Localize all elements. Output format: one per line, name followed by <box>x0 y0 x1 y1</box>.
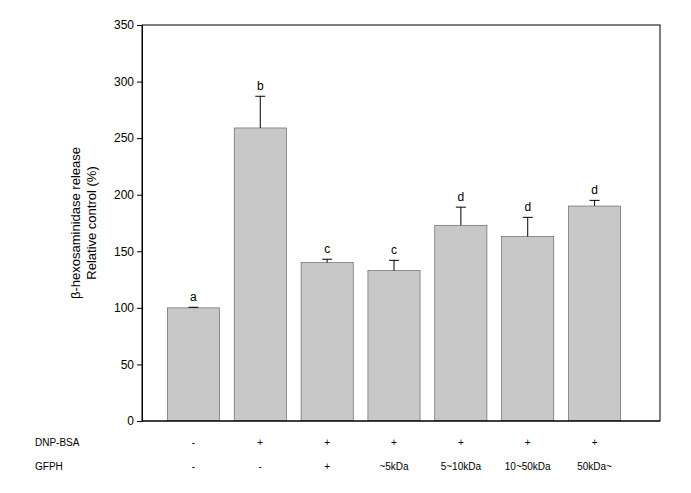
error-line <box>327 259 328 262</box>
bar <box>234 128 286 421</box>
error-line <box>394 260 395 270</box>
treatment-label: + <box>391 437 397 448</box>
tick-label: 300 <box>114 75 134 89</box>
treatment-label: + <box>592 437 598 448</box>
error-bar <box>188 307 198 309</box>
tick: 50 <box>121 358 142 372</box>
error-bar <box>523 217 533 236</box>
treatment-label: - <box>192 461 195 472</box>
tick-mark <box>137 421 142 422</box>
tick-mark <box>137 25 142 26</box>
bar <box>435 225 487 421</box>
error-cap <box>590 200 600 201</box>
tick: 250 <box>114 131 142 145</box>
treatment-label: - <box>259 461 262 472</box>
treatment-label: + <box>257 437 263 448</box>
tick-label: 0 <box>127 414 134 428</box>
axis-line <box>137 26 143 422</box>
error-line <box>260 96 261 128</box>
y-axis-title-line: Relative control (%) <box>84 166 99 279</box>
tick-mark <box>137 138 142 139</box>
treatment-table: DNP-BSA - + + + + + + GFPH - - + ~5kDa 5~10kDa 10~50kD… <box>35 437 612 472</box>
error-cap <box>456 207 466 208</box>
error-bar <box>590 200 600 206</box>
y-axis-title-line: β-hexosaminidase release <box>68 147 83 299</box>
tick-label: 150 <box>114 245 134 259</box>
tick-label: 250 <box>114 131 134 145</box>
tick: 300 <box>114 75 142 89</box>
error-line <box>460 207 461 225</box>
error-cap <box>255 96 265 97</box>
error-bar <box>255 96 265 128</box>
row-label: GFPH <box>35 461 63 472</box>
error-line <box>527 217 528 236</box>
tick-mark <box>137 251 142 252</box>
significance-letter: d <box>458 190 465 204</box>
y-axis: 0 50 100 150 200 250 300 350 <box>114 18 143 428</box>
axis-line <box>142 421 660 422</box>
bar <box>368 271 420 421</box>
tick-mark <box>137 364 142 365</box>
treatment-label: 50kDa~ <box>577 461 612 472</box>
plot-frame <box>142 25 660 421</box>
treatment-label: ~5kDa <box>379 461 409 472</box>
error-cap <box>523 217 533 218</box>
tick: 200 <box>114 188 142 202</box>
significance-letter: d <box>524 200 531 214</box>
bar <box>502 237 554 421</box>
error-bar <box>456 207 466 225</box>
error-bar <box>322 259 332 262</box>
treatment-label: + <box>324 437 330 448</box>
tick-mark <box>137 82 142 83</box>
error-cap <box>389 260 399 261</box>
x-axis <box>142 421 660 422</box>
error-cap <box>188 307 198 308</box>
tick-label: 50 <box>121 358 135 372</box>
chart: 0 50 100 150 200 250 300 350 β-hexosaminidase re… <box>0 0 691 493</box>
plot-area <box>167 96 620 421</box>
treatment-label: + <box>525 437 531 448</box>
tick-label: 350 <box>114 18 134 32</box>
error-line <box>594 200 595 206</box>
tick: 150 <box>114 245 142 259</box>
tick-label: 200 <box>114 188 134 202</box>
significance-letter: c <box>391 243 397 257</box>
tick-mark <box>137 308 142 309</box>
significance-letter: d <box>591 183 598 197</box>
treatment-label: + <box>458 437 464 448</box>
y-axis-title: β-hexosaminidase releaseRelative control… <box>68 147 99 299</box>
tick: 0 <box>127 414 142 428</box>
treatment-label: - <box>192 437 195 448</box>
tick: 350 <box>114 18 142 32</box>
error-bar <box>389 260 399 270</box>
significance-letter: c <box>324 242 330 256</box>
bar <box>167 308 219 421</box>
tick-label: 100 <box>114 301 134 315</box>
error-cap <box>322 259 332 260</box>
significance-letter: a <box>190 290 197 304</box>
treatment-label: 10~50kDa <box>505 461 551 472</box>
bar <box>569 206 621 421</box>
treatment-label: 5~10kDa <box>441 461 482 472</box>
tick: 100 <box>114 301 142 315</box>
tick-mark <box>137 195 142 196</box>
bar <box>301 263 353 421</box>
significance-letter: b <box>257 79 264 93</box>
significance-letters: a b c c d d d <box>190 79 598 304</box>
row-label: DNP-BSA <box>35 437 80 448</box>
treatment-label: + <box>324 461 330 472</box>
